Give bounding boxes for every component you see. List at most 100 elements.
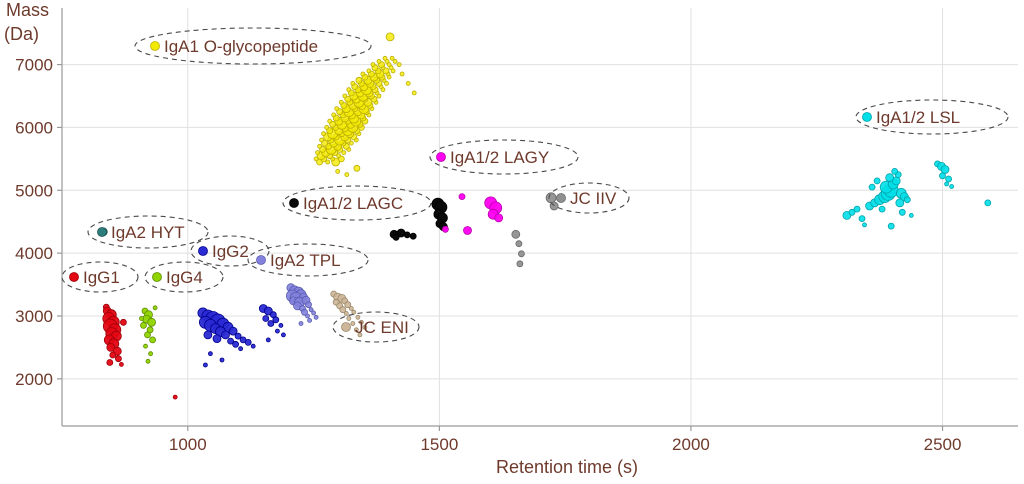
data-point-iga12-lsl	[853, 205, 861, 213]
data-point-igg2	[228, 326, 238, 336]
data-point-iga1-o-glycopeptide	[389, 55, 395, 61]
annotation-iga12-lsl: IgA1/2 LSL	[855, 99, 1009, 135]
annotation-dot-jc-eni	[341, 322, 351, 332]
data-point-igg2	[238, 346, 244, 352]
annotation-ellipse-igg2	[190, 235, 270, 267]
data-point-iga1-o-glycopeptide	[350, 81, 356, 86]
data-point-iga12-lsl	[945, 175, 952, 183]
annotation-label-jc-iiv: JC IIV	[570, 189, 617, 208]
data-point-igg4	[149, 336, 157, 344]
data-point-jc-iiv	[545, 192, 557, 204]
data-point-iga1-o-glycopeptide	[366, 68, 372, 74]
y-axis-title-line2: (Da)	[4, 24, 39, 44]
data-point-iga1-o-glycopeptide	[331, 112, 337, 118]
data-point-jc-iiv	[516, 260, 524, 268]
annotation-ellipse-iga12-lagc	[282, 185, 432, 221]
annotation-label-igg1: IgG1	[83, 268, 120, 287]
annotation-igg4: IgG4	[144, 261, 224, 293]
data-point-iga12-lagy	[494, 213, 504, 223]
annotation-ellipse-igg4	[144, 261, 224, 293]
annotation-dot-igg2	[198, 246, 208, 256]
annotation-ellipse-jc-eni	[332, 311, 420, 343]
data-point-iga12-lsl	[862, 222, 867, 228]
data-point-igg1	[106, 359, 114, 366]
annotation-iga2-tpl: IgA2 TPL	[247, 243, 369, 277]
data-point-igg2	[234, 332, 242, 340]
annotation-jc-iiv: JC IIV	[548, 182, 630, 214]
data-point-iga2-tpl	[305, 301, 312, 309]
data-point-igg1	[172, 394, 178, 400]
annotation-igg2: IgG2	[190, 235, 270, 267]
data-point-iga2-tpl	[307, 317, 313, 323]
data-point-igg2	[221, 330, 230, 340]
annotation-dot-iga12-lagc	[289, 198, 299, 208]
data-point-igg2	[244, 338, 252, 346]
data-point-jc-eni	[348, 306, 354, 311]
annotation-dot-iga12-lsl	[862, 112, 872, 122]
data-point-iga1-o-glycopeptide	[382, 55, 388, 61]
data-point-jc-eni	[351, 309, 357, 315]
annotation-label-igg2: IgG2	[212, 242, 249, 261]
data-point-igg2	[250, 343, 256, 349]
data-point-iga1-o-glycopeptide	[325, 159, 331, 165]
data-point-iga1-o-glycopeptide	[327, 118, 333, 124]
series-igg1	[102, 303, 178, 400]
annotation-label-igg4: IgG4	[166, 268, 203, 287]
data-point-iga12-lagy	[441, 225, 449, 233]
series-igg2	[197, 304, 286, 368]
data-point-igg1	[109, 351, 117, 359]
data-point-igg2	[202, 362, 208, 368]
data-point-igg4	[139, 316, 144, 321]
data-point-jc-iiv	[518, 250, 525, 258]
data-point-iga12-lsl	[868, 183, 876, 191]
data-point-igg4	[145, 358, 151, 364]
data-point-iga1-o-glycopeptide	[341, 150, 347, 156]
data-point-iga2-tpl	[305, 313, 310, 319]
annotation-jc-eni: JC ENI	[332, 311, 420, 343]
data-point-iga1-o-glycopeptide	[321, 131, 327, 137]
annotation-iga2-hyt: IgA2 HYT	[87, 215, 209, 249]
x-tick-label-1000: 1000	[169, 435, 207, 454]
data-point-igg1	[115, 355, 122, 363]
annotation-label-iga12-lagy: IgA1/2 LAGY	[450, 148, 549, 167]
annotation-ellipse-iga1-o-glycopeptide	[134, 27, 372, 65]
data-point-jc-eni	[344, 301, 352, 309]
data-point-igg4	[140, 321, 147, 329]
data-point-igg2	[280, 332, 286, 338]
data-point-jc-eni	[357, 332, 363, 338]
data-point-iga12-lsl	[895, 198, 905, 208]
data-point-iga1-o-glycopeptide	[405, 81, 411, 86]
annotations: IgA1 O-glycopeptide IgA1/2 LAGY IgA1/2 LAG…	[61, 27, 1009, 343]
data-point-iga12-lsl	[898, 208, 906, 216]
data-point-iga2-tpl	[311, 310, 317, 316]
data-point-igg1	[120, 318, 127, 326]
data-point-jc-eni	[346, 316, 352, 321]
data-point-igg2	[207, 351, 213, 357]
y-tick-label-7000: 7000	[15, 56, 53, 75]
data-point-jc-iiv	[515, 240, 523, 248]
data-point-jc-eni	[343, 311, 349, 316]
data-point-iga1-o-glycopeptide	[346, 87, 352, 93]
data-point-iga12-lsl	[873, 177, 881, 185]
data-point-igg4	[144, 331, 151, 339]
data-point-iga12-lsl	[940, 165, 950, 174]
annotation-dot-iga12-lagy	[436, 152, 446, 162]
x-tick-label-2000: 2000	[672, 435, 710, 454]
annotation-dot-jc-iiv	[556, 193, 566, 203]
series-iga12-lagc	[389, 197, 448, 241]
data-point-iga1-o-glycopeptide	[355, 76, 363, 84]
annotation-dot-iga2-hyt	[97, 227, 107, 237]
data-point-iga2-tpl	[298, 321, 304, 326]
annotation-ellipse-iga12-lagy	[429, 139, 579, 175]
data-point-igg2	[272, 316, 280, 324]
data-point-iga12-lagy	[463, 226, 472, 235]
annotation-ellipse-iga2-tpl	[247, 243, 369, 277]
annotation-iga12-lagc: IgA1/2 LAGC	[282, 185, 432, 221]
data-point-jc-eni	[358, 319, 364, 325]
data-point-igg2	[232, 340, 240, 348]
y-tick-label-5000: 5000	[15, 181, 53, 200]
annotation-label-iga12-lsl: IgA1/2 LSL	[876, 108, 960, 127]
data-point-iga1-o-glycopeptide	[324, 125, 330, 130]
annotation-dot-igg1	[69, 272, 79, 282]
data-points	[98, 32, 992, 400]
